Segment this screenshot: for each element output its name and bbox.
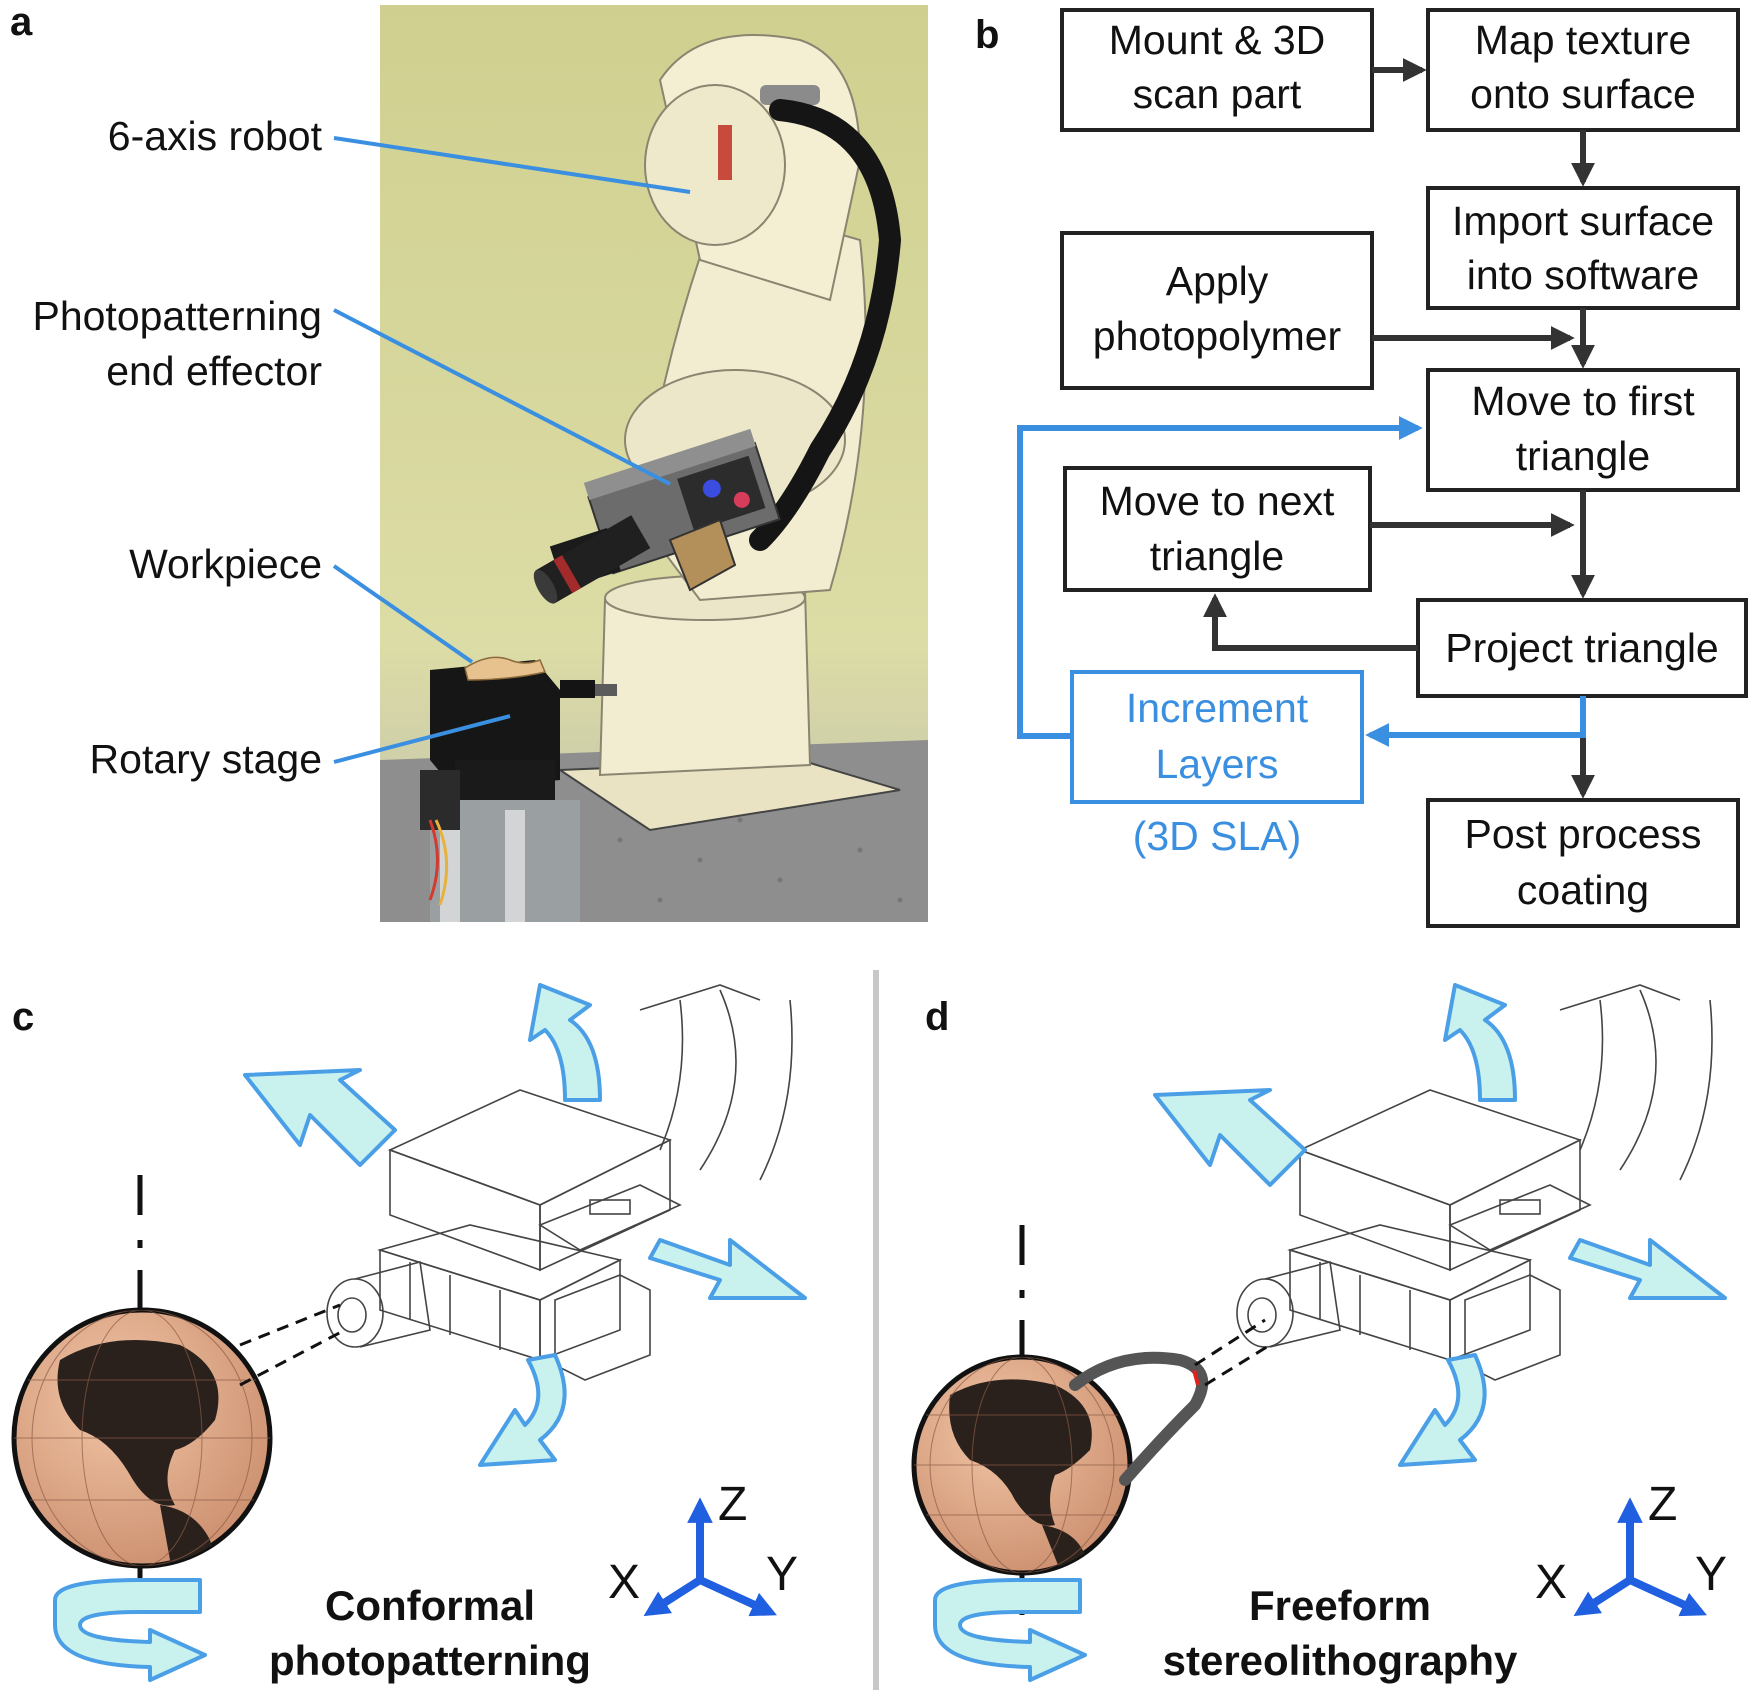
- caption-d-line1: Freeform: [1249, 1582, 1431, 1629]
- label-photopatterning: Photopatterning: [32, 293, 322, 339]
- label-workpiece: Workpiece: [129, 541, 322, 587]
- move-arrow-up-left-icon-d: [1153, 1088, 1307, 1187]
- box-apply-text-1: Apply: [1166, 258, 1269, 304]
- globe-icon-d: [911, 1225, 1133, 1615]
- move-arrow-down-icon: [478, 1353, 567, 1467]
- globe-icon: [11, 1175, 273, 1610]
- move-arrow-right-icon: [648, 1238, 807, 1300]
- box-mount-text-2: scan part: [1133, 71, 1302, 117]
- box-move-first-triangle: [1426, 368, 1740, 492]
- box-mount-text-1: Mount & 3D: [1109, 17, 1326, 63]
- axis-z-label-d: Z: [1648, 1478, 1677, 1531]
- move-arrow-up-left-icon: [243, 1068, 397, 1167]
- box-map-texture: [1426, 8, 1740, 132]
- box-first-text-1: Move to first: [1471, 378, 1695, 424]
- panel-label-c: c: [12, 995, 34, 1039]
- end-effector-drawing: [326, 984, 793, 1381]
- move-arrow-up-icon: [528, 983, 602, 1102]
- caption-c-line1: Conformal: [325, 1582, 535, 1629]
- leader-end-effector: [333, 308, 671, 486]
- box-import-text-2: into software: [1467, 252, 1699, 298]
- box-apply-photopolymer: [1060, 231, 1374, 390]
- panel-label-a: a: [10, 0, 33, 44]
- box-map-text-1: Map texture: [1475, 17, 1692, 63]
- axis-triad-icon-d: [1573, 1497, 1707, 1617]
- end-effector-drawing-d: [1236, 984, 1713, 1381]
- leader-workpiece: [332, 564, 474, 664]
- box-incr-text-2: Layers: [1155, 741, 1278, 787]
- move-arrow-down-icon-d: [1398, 1353, 1487, 1467]
- flowchart: Mount & 3D scan part Map texture onto su…: [1017, 8, 1748, 928]
- panel-label-b: b: [975, 13, 999, 57]
- box-move-next-triangle: [1063, 466, 1372, 592]
- label-rotary-stage: Rotary stage: [90, 736, 322, 782]
- motion-arrows-c: [243, 983, 807, 1467]
- box-post-process: [1426, 798, 1740, 928]
- label-6-axis-robot: 6-axis robot: [108, 113, 323, 159]
- rotation-arrow-icon: [53, 1578, 207, 1682]
- leader-rotary-stage: [333, 714, 511, 764]
- arrow-increment-to-first: [1017, 416, 1423, 739]
- panel-label-d: d: [925, 995, 949, 1039]
- box-apply-text-2: photopolymer: [1093, 313, 1341, 359]
- projection-beam-d: [1194, 1318, 1271, 1387]
- box-incr-text-3: (3D SLA): [1133, 813, 1302, 859]
- axis-x-label: X: [608, 1556, 640, 1609]
- axis-y-label-d: Y: [1695, 1548, 1727, 1601]
- arrow-project-to-increment: [1365, 696, 1586, 747]
- box-post-text-2: coating: [1517, 867, 1649, 913]
- arrow-project-to-next: [1203, 593, 1418, 651]
- box-import-surface: [1426, 186, 1740, 310]
- box-map-text-2: onto surface: [1470, 71, 1696, 117]
- printed-filament: [1069, 1351, 1209, 1486]
- axis-x-label-d: X: [1535, 1556, 1567, 1609]
- axis-triad-icon: [643, 1497, 777, 1617]
- move-arrow-up-icon-d: [1443, 983, 1517, 1102]
- projection-beam-c: [239, 1303, 346, 1387]
- rotation-arrow-icon-d: [933, 1578, 1087, 1682]
- motion-arrows-d: [1153, 983, 1727, 1467]
- box-first-text-2: triangle: [1516, 433, 1650, 479]
- box-import-text-1: Import surface: [1452, 198, 1714, 244]
- caption-c-line2: photopatterning: [269, 1637, 591, 1684]
- move-arrow-right-icon-d: [1568, 1238, 1727, 1300]
- label-end-effector: end effector: [106, 348, 322, 394]
- box-post-text-1: Post process: [1465, 811, 1702, 857]
- box-next-text-1: Move to next: [1100, 478, 1335, 524]
- box-incr-text-1: Increment: [1126, 685, 1309, 731]
- box-increment-layers: [1070, 670, 1364, 804]
- axis-y-label: Y: [766, 1548, 798, 1601]
- box-project-text: Project triangle: [1445, 625, 1718, 671]
- axis-z-label: Z: [718, 1478, 747, 1531]
- caption-d-line2: stereolithography: [1163, 1637, 1518, 1684]
- robot-photo: [380, 5, 928, 922]
- box-next-text-2: triangle: [1150, 533, 1284, 579]
- leader-robot: [333, 136, 691, 194]
